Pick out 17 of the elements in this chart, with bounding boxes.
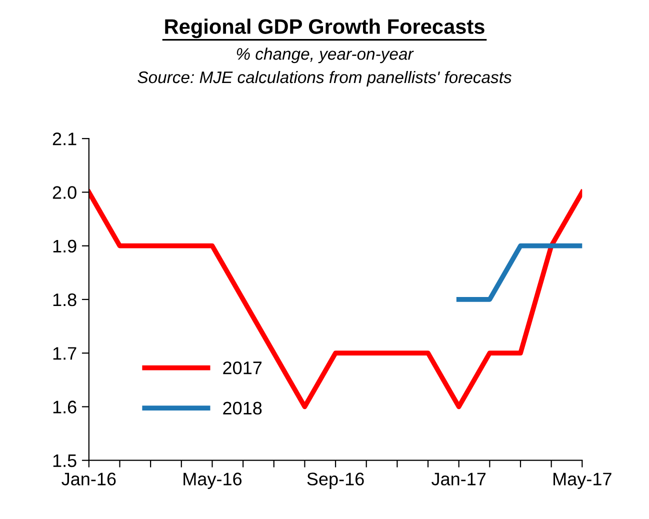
y-tick-label: 1.9 [53,240,76,253]
y-tick-label: 1.6 [53,400,76,414]
y-tick-label: 2.0 [52,186,76,199]
y-tick-label: 1.5 [53,454,76,468]
x-tick-label: Sep-16 [307,472,364,489]
y-tick-label: 2.1 [52,132,76,146]
x-tick-label: Jan-17 [432,472,486,486]
y-tick-label: 1.7 [53,347,76,360]
x-tick-label: Jan-16 [62,472,116,486]
source-note: Source: MJE calculations from panellists' forecasts [138,70,512,86]
chart-subtitle: % change, year-on-year [236,48,414,64]
legend-label: 2017 [223,361,262,374]
legend-label: 2018 [223,402,262,415]
chart-title: Regional GDP Growth Forecasts [165,18,484,38]
x-tick-label: May-17 [554,472,612,489]
y-tick-label: 1.8 [53,293,76,306]
x-tick-label: May-16 [184,472,242,489]
